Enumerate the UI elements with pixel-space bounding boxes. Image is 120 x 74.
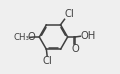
Text: Cl: Cl	[65, 9, 74, 19]
Text: CH₃: CH₃	[14, 33, 30, 42]
Text: O: O	[27, 32, 35, 42]
Text: OH: OH	[81, 31, 96, 41]
Text: Cl: Cl	[42, 56, 52, 66]
Text: O: O	[71, 44, 79, 54]
